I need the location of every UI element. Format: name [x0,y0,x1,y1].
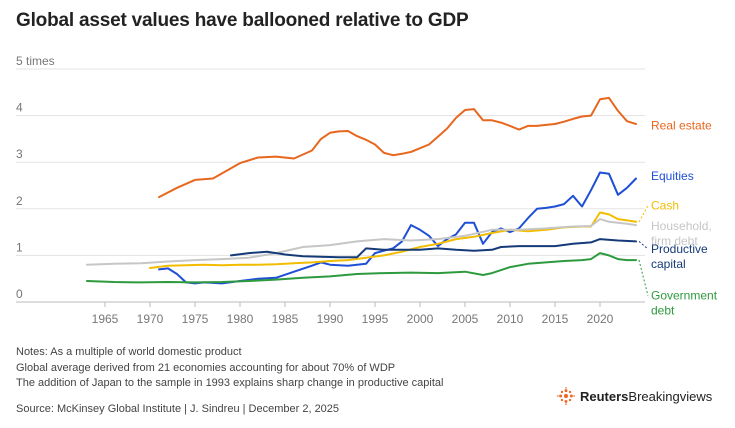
y-tick-label: 4 [16,101,23,115]
x-tick-label: 1965 [92,312,119,326]
x-tick-label: 1970 [137,312,164,326]
label-leader [638,241,649,250]
y-axis-ticks: 0 1 2 3 4 5 times [16,54,55,301]
series-lines [86,96,637,285]
logo-dot [564,399,568,403]
x-tick-label: 1980 [227,312,254,326]
source-credit: Source: McKinsey Global Institute | J. S… [16,403,340,415]
logo-dot [565,403,567,405]
series-labels: Real estate Equities Cash Household,firm de… [638,119,718,318]
series-line [86,252,637,284]
series-line [158,171,637,285]
logo-dot [569,394,573,398]
series-label: Real estate [651,119,712,133]
x-axis-ticks: 1965 1970 1975 1980 1985 1990 1995 2000 2005 2010… [92,302,614,326]
logo-dot [564,389,568,393]
x-tick-label: 2000 [407,312,434,326]
y-tick-label: 5 times [16,54,55,68]
x-tick-label: 1995 [362,312,389,326]
label-leader [638,205,649,223]
logo-dot [559,394,563,398]
logo-dot [560,390,564,394]
x-tick-label: 2010 [497,312,524,326]
y-tick-label: 0 [16,287,23,301]
series-label: Household, [651,219,712,233]
logo-dot [573,395,575,397]
series-label: Cash [651,199,679,213]
series-label: Equities [651,169,694,183]
note-line: Notes: As a multiple of world domestic p… [16,346,242,358]
x-tick-label: 2020 [587,312,614,326]
x-tick-label: 2005 [452,312,479,326]
grid-lines [16,68,645,303]
label-leader [638,259,649,296]
series-line [158,96,637,199]
logo-dot [565,387,567,389]
brand-breakingviews: Breakingviews [628,388,713,404]
logo-dot [563,393,569,399]
brand-reuters: Reuters [580,388,629,404]
chart-title: Global asset values have ballooned relat… [16,10,469,31]
note-line: The addition of Japan to the sample in 1… [16,377,444,389]
series-line [86,218,637,266]
series-line [230,238,637,259]
x-tick-label: 2015 [542,312,569,326]
x-tick-label: 1975 [182,312,209,326]
logo-dot [568,398,572,402]
brand-logo: Reuters Breakingviews [557,387,712,405]
y-tick-label: 2 [16,194,23,208]
logo-dot [557,395,559,397]
x-tick-label: 1990 [317,312,344,326]
logo-dot [568,390,572,394]
line-chart: 0 1 2 3 4 5 times 1965 1970 1975 1980 1985 1990 199… [16,54,718,326]
x-tick-label: 1985 [272,312,299,326]
reuters-logo-icon [557,387,575,405]
chart-notes: Notes: As a multiple of world domestic p… [16,345,443,392]
y-tick-label: 3 [16,147,23,161]
series-label: Government [651,289,718,303]
logo-dot [560,398,564,402]
series-label: Productive [651,242,708,256]
series-label: capital [651,257,686,271]
series-label: debt [651,304,675,318]
series-label: firm debt [651,234,698,248]
y-tick-label: 1 [16,240,23,254]
note-line: Global average derived from 21 economies… [16,361,396,374]
